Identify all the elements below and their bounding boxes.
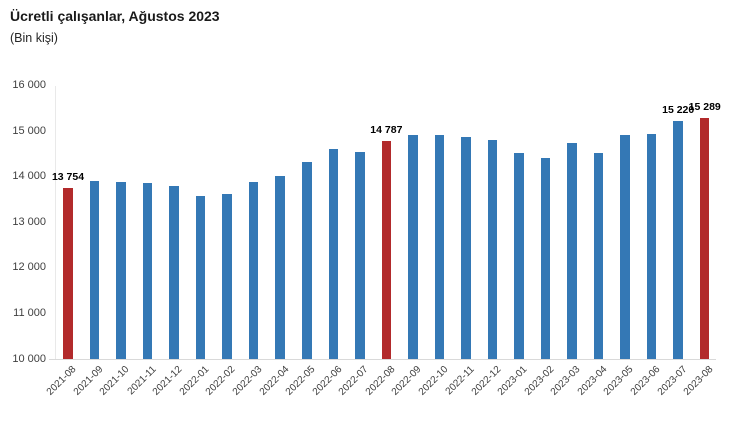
- y-axis-tick-label: 13 000: [12, 215, 46, 228]
- bar-2023-06: [646, 133, 657, 359]
- bar-2022-05: [302, 162, 312, 359]
- x-axis-line: [49, 359, 716, 360]
- bar-value-label: 15 220: [662, 104, 695, 117]
- bar-2023-02: [540, 158, 551, 359]
- bar-2022-04: [275, 176, 285, 359]
- bar-2023-03: [567, 143, 577, 359]
- bar-2022-07: [355, 151, 365, 359]
- bar-2023-05: [620, 135, 630, 359]
- bar-2022-12: [487, 139, 498, 359]
- bar-2022-03: [248, 181, 259, 359]
- y-axis-line: [55, 85, 56, 359]
- bar-2023-07: [673, 121, 683, 359]
- bar-2021-08: [63, 187, 73, 359]
- bar-2023-08: [699, 117, 710, 359]
- y-axis-tick-label: 11 000: [13, 306, 46, 319]
- bar-value-label: 15 289: [688, 100, 721, 113]
- bar-2021-11: [142, 183, 153, 359]
- bar-2022-09: [408, 134, 418, 359]
- bar-2022-08: [381, 140, 392, 359]
- bar-2021-09: [89, 180, 100, 359]
- chart-title: Ücretli çalışanlar, Ağustos 2023: [10, 8, 220, 24]
- y-axis-tick-label: 10 000: [12, 352, 46, 365]
- bar-2022-11: [461, 137, 471, 359]
- bar-2022-10: [434, 135, 445, 359]
- bar-2022-06: [328, 148, 339, 359]
- y-axis-tick-label: 15 000: [12, 124, 46, 137]
- bar-2022-02: [222, 193, 232, 359]
- bar-2023-01: [514, 153, 524, 359]
- bar-value-label: 13 754: [51, 170, 85, 183]
- bar-2022-01: [195, 196, 206, 359]
- bar-2021-12: [169, 185, 179, 359]
- bar-2023-04: [593, 153, 604, 359]
- chart-subtitle: (Bin kişi): [10, 31, 58, 45]
- bar-value-label: 14 787: [370, 123, 403, 136]
- y-axis-tick-label: 16 000: [12, 79, 46, 91]
- bar-2021-10: [116, 182, 126, 359]
- y-axis-tick-label: 12 000: [12, 261, 46, 274]
- y-axis-tick-label: 14 000: [12, 170, 46, 183]
